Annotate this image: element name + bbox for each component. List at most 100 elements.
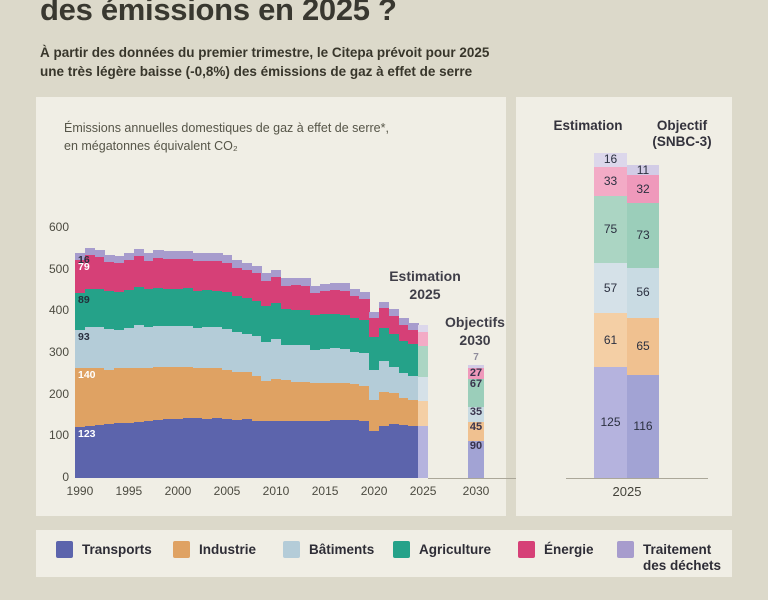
legend-label: Traitement des déchets (643, 542, 722, 573)
comparison-segment-b-timents (594, 262, 627, 314)
area-segment-industrie (251, 375, 262, 421)
area-segment-b-timents (143, 326, 154, 368)
area-segment-industrie (359, 385, 370, 421)
objectifs-2030-segment-b-timents (468, 407, 484, 422)
area-segment-traitement-des-d-chets (280, 278, 292, 286)
area-segment-agriculture (192, 290, 203, 328)
area-segment-traitement-des-d-chets (192, 253, 203, 262)
area-segment-agriculture (339, 314, 350, 349)
comparison-value: 56 (636, 285, 650, 300)
area-segment--nergie (339, 290, 350, 315)
area-segment-traitement-des-d-chets (133, 248, 145, 257)
area-segment-agriculture (173, 288, 184, 327)
x-tick-label: 2005 (213, 484, 241, 498)
comparison-baseline (566, 478, 708, 479)
area-segment-agriculture (75, 292, 86, 330)
page-subtitle: À partir des données du premier trimestr… (40, 45, 490, 79)
area-segment-b-timents (349, 351, 360, 385)
x-tick-label: 2010 (262, 484, 290, 498)
x-tick-label-2030: 2030 (462, 484, 490, 498)
area-segment-b-timents (329, 348, 341, 384)
area-segment-traitement-des-d-chets (231, 260, 243, 268)
main-plot: Estimation 2025 Objectifs 2030 123 140 93 8… (49, 220, 520, 498)
legend-item-transports: Transports (56, 541, 152, 558)
area-segment--nergie (408, 330, 419, 345)
area-segment-traitement-des-d-chets (408, 323, 419, 331)
area-segment-industrie (290, 381, 301, 422)
area-segment-industrie (349, 384, 360, 421)
area-segment-b-timents (192, 327, 203, 368)
area-segment-b-timents (310, 349, 321, 383)
area-segment-transports (114, 423, 125, 478)
area-segment--nergie (75, 259, 86, 293)
comparison-segment-agriculture (594, 196, 627, 263)
legend-label: Industrie (199, 542, 257, 557)
area-segment-transports (271, 421, 282, 478)
main-baseline (428, 477, 516, 479)
area-segment-industrie (212, 368, 223, 419)
area-segment--nergie (310, 293, 321, 315)
area-segment-agriculture (310, 314, 321, 350)
area-segment--nergie (173, 259, 184, 289)
comparison-segment-industrie (627, 317, 659, 376)
area-segment-agriculture (320, 313, 331, 349)
area-segment-transports (104, 423, 115, 478)
area-segment-traitement-des-d-chets (114, 255, 125, 263)
area-segment-transports (418, 425, 429, 478)
area-segment--nergie (369, 318, 380, 337)
comparison-value: 75 (603, 222, 618, 236)
area-segment-b-timents (290, 345, 301, 382)
comparison-value: 11 (636, 162, 650, 177)
area-segment-traitement-des-d-chets (251, 265, 262, 274)
area-segment-traitement-des-d-chets (339, 283, 350, 291)
area-segment-agriculture (114, 292, 125, 330)
area-segment-agriculture (280, 309, 292, 345)
comparison-value: 32 (636, 181, 650, 196)
y-tick-label: 400 (48, 303, 69, 318)
area-segment-industrie (143, 367, 154, 422)
area-segment-b-timents (163, 326, 174, 367)
legend-swatch-icon (283, 541, 300, 558)
area-segment-traitement-des-d-chets (241, 262, 252, 271)
area-segment-transports (310, 420, 321, 478)
area-segment-b-timents (280, 344, 292, 381)
area-segment-agriculture (84, 289, 96, 327)
area-segment-industrie (192, 368, 203, 419)
area-segment-agriculture (359, 319, 370, 354)
area-segment-agriculture (182, 288, 194, 326)
area-segment-industrie (418, 400, 429, 426)
legend-band: Transports Industrie Bâtiments Agriculture É… (36, 530, 732, 577)
objectifs-2030-value: 90 (469, 439, 483, 452)
area-segment-industrie (300, 382, 311, 422)
area-segment-agriculture (271, 303, 282, 339)
area-segment-traitement-des-d-chets (84, 248, 96, 255)
area-segment-traitement-des-d-chets (94, 249, 105, 257)
area-segment-traitement-des-d-chets (124, 252, 135, 261)
area-segment-traitement-des-d-chets (75, 253, 86, 260)
area-segment-traitement-des-d-chets (173, 251, 184, 260)
area-segment--nergie (300, 285, 311, 310)
legend-item-b-timents: Bâtiments (283, 541, 374, 558)
area-segment-industrie (84, 368, 96, 426)
area-segment--nergie (271, 277, 282, 304)
area-segment-traitement-des-d-chets (359, 292, 370, 299)
legend-label: Agriculture (419, 542, 492, 557)
area-segment--nergie (349, 295, 360, 318)
objectifs-2030-segment-transports (468, 440, 484, 478)
area-segment-agriculture (124, 290, 135, 328)
objectifs-2030-segment-traitement-des-d-chets (468, 365, 484, 368)
area-segment-agriculture (202, 290, 213, 328)
area-segment-industrie (124, 368, 135, 423)
area-segment-transports (280, 420, 292, 478)
area-segment-b-timents (114, 329, 125, 369)
area-segment-industrie (241, 372, 252, 420)
area-segment--nergie (124, 260, 135, 291)
area-segment-b-timents (212, 327, 223, 369)
objectifs-2030-value: 7 (473, 352, 479, 364)
area-segment-agriculture (388, 334, 400, 367)
area-segment-traitement-des-d-chets (290, 278, 301, 286)
area-segment-agriculture (222, 292, 233, 329)
area-segment--nergie (388, 315, 400, 335)
area-segment-traitement-des-d-chets (320, 283, 331, 291)
area-segment-transports (192, 418, 203, 478)
